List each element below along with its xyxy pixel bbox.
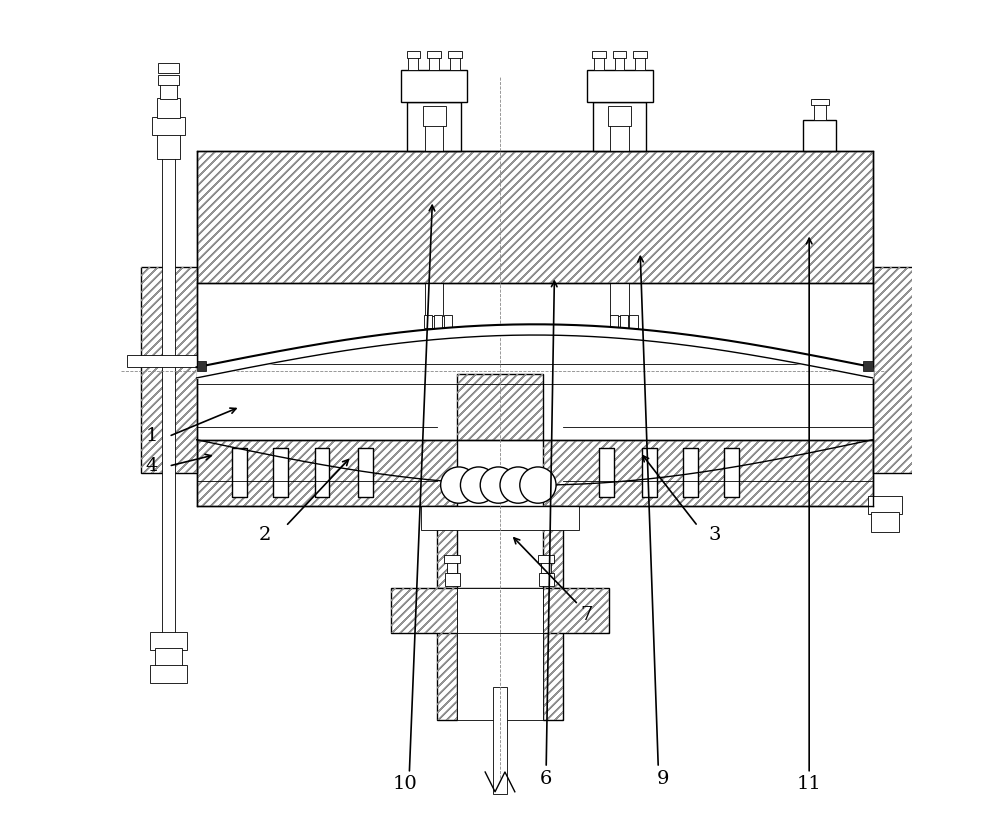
Bar <box>157 130 180 159</box>
Bar <box>445 574 460 586</box>
Circle shape <box>500 467 536 503</box>
Bar <box>424 315 432 329</box>
Bar <box>408 56 418 71</box>
Bar <box>811 100 829 105</box>
Text: 7: 7 <box>580 606 593 623</box>
Text: 6: 6 <box>540 770 552 788</box>
Bar <box>610 116 629 151</box>
Bar <box>448 51 462 58</box>
Bar <box>868 496 902 514</box>
Bar <box>642 448 657 497</box>
Polygon shape <box>437 588 457 720</box>
Bar <box>633 51 647 58</box>
Text: 9: 9 <box>657 770 669 788</box>
Text: 4: 4 <box>146 457 158 475</box>
Bar <box>493 687 507 794</box>
Bar <box>150 665 187 683</box>
Bar <box>127 354 197 367</box>
Polygon shape <box>543 505 563 588</box>
Text: 1: 1 <box>146 427 158 446</box>
Bar <box>407 102 461 151</box>
Polygon shape <box>457 374 543 440</box>
Bar <box>444 555 460 563</box>
Bar <box>160 83 177 100</box>
Bar <box>401 71 467 102</box>
Text: 3: 3 <box>708 525 721 544</box>
Bar <box>610 315 618 329</box>
Bar <box>593 102 646 151</box>
Bar <box>620 315 628 329</box>
Bar <box>421 505 579 530</box>
Bar <box>150 632 187 650</box>
Circle shape <box>441 467 477 503</box>
Bar <box>457 588 543 633</box>
Polygon shape <box>197 151 873 283</box>
Bar <box>315 448 329 497</box>
Bar <box>162 155 175 650</box>
Bar <box>814 100 826 120</box>
Bar <box>539 574 554 586</box>
Bar <box>610 283 629 316</box>
Bar <box>425 116 443 151</box>
Polygon shape <box>873 266 914 473</box>
Bar <box>538 555 554 563</box>
Polygon shape <box>543 588 563 720</box>
Bar <box>457 588 543 720</box>
Bar <box>541 561 551 574</box>
Bar <box>803 120 836 151</box>
Bar <box>232 448 247 497</box>
Bar <box>157 98 180 118</box>
Polygon shape <box>543 440 873 505</box>
Text: 11: 11 <box>797 775 822 793</box>
Bar <box>155 648 182 666</box>
Bar <box>450 56 460 71</box>
Bar <box>683 448 698 497</box>
Bar <box>724 448 739 497</box>
Bar <box>594 56 604 71</box>
Polygon shape <box>197 440 457 505</box>
Bar <box>444 315 452 329</box>
Bar <box>587 71 653 102</box>
Bar <box>599 448 614 497</box>
Bar <box>635 56 645 71</box>
Bar <box>423 106 446 126</box>
Polygon shape <box>437 505 457 588</box>
Text: 2: 2 <box>259 525 271 544</box>
Bar <box>615 56 624 71</box>
Circle shape <box>480 467 516 503</box>
Bar <box>358 448 373 497</box>
Bar <box>197 361 206 371</box>
Bar <box>407 51 420 58</box>
Circle shape <box>520 467 556 503</box>
Bar <box>447 561 457 574</box>
Bar <box>592 51 606 58</box>
Bar <box>158 63 179 73</box>
Bar <box>425 283 443 316</box>
Bar <box>152 116 185 134</box>
Bar <box>429 56 439 71</box>
Bar <box>613 51 626 58</box>
Bar <box>427 51 441 58</box>
Polygon shape <box>141 266 197 473</box>
Bar <box>871 512 899 532</box>
Bar <box>863 361 873 371</box>
Circle shape <box>460 467 497 503</box>
Text: 10: 10 <box>393 775 418 793</box>
Bar <box>158 76 179 85</box>
Bar <box>434 315 442 329</box>
Polygon shape <box>391 588 609 633</box>
Bar <box>629 315 638 329</box>
Bar <box>608 106 631 126</box>
Bar <box>273 448 288 497</box>
